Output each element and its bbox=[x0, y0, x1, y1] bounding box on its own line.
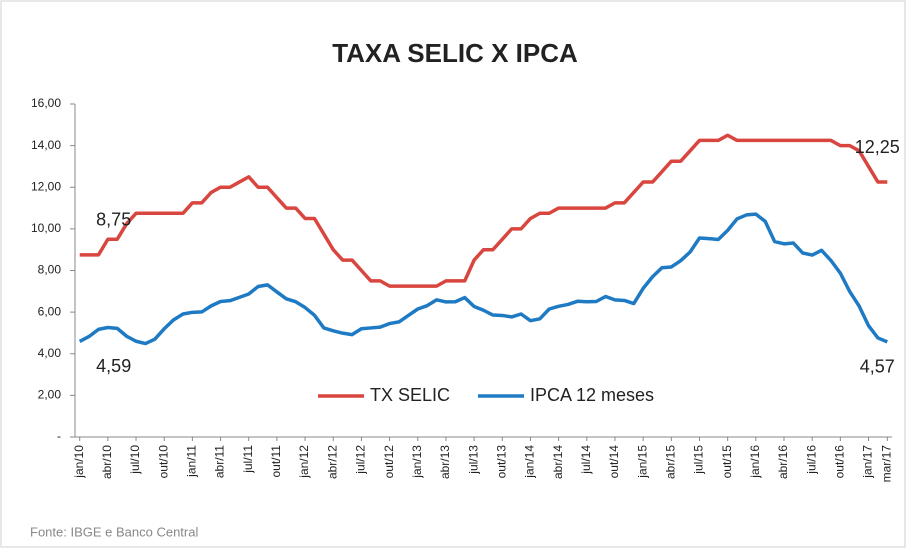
x-tick-label: out/13 bbox=[494, 445, 508, 479]
y-tick-label: - bbox=[57, 429, 61, 443]
y-tick-label: 16,00 bbox=[31, 96, 61, 110]
x-tick-label: abr/14 bbox=[551, 445, 565, 479]
y-tick-label: 10,00 bbox=[31, 221, 61, 235]
x-tick-label: jan/16 bbox=[748, 445, 762, 479]
x-tick-label: jul/12 bbox=[354, 445, 368, 475]
y-tick-label: 14,00 bbox=[31, 138, 61, 152]
legend-label: IPCA 12 meses bbox=[530, 385, 654, 405]
y-tick-label: 4,00 bbox=[38, 346, 62, 360]
x-tick-label: jan/11 bbox=[185, 445, 199, 478]
x-tick-label: out/14 bbox=[607, 445, 621, 479]
x-tick-label: abr/12 bbox=[325, 445, 339, 479]
x-tick-label: jul/13 bbox=[466, 445, 480, 475]
x-tick-label: abr/13 bbox=[438, 445, 452, 479]
x-tick-label: jul/10 bbox=[128, 445, 142, 475]
data-label: 8,75 bbox=[96, 210, 131, 230]
x-tick-label: jan/10 bbox=[72, 445, 86, 479]
source: Fonte: IBGE e Banco Central bbox=[30, 524, 198, 539]
x-tick-label: jul/14 bbox=[579, 445, 593, 475]
x-tick-label: jan/17 bbox=[861, 445, 875, 479]
y-tick-label: 2,00 bbox=[38, 388, 62, 402]
legend-label: TX SELIC bbox=[370, 385, 450, 405]
x-tick-label: jul/16 bbox=[804, 445, 818, 475]
x-tick-label: jul/15 bbox=[692, 445, 706, 475]
x-tick-label: out/16 bbox=[833, 445, 847, 479]
x-tick-label: jul/11 bbox=[241, 445, 255, 474]
x-tick-label: jan/15 bbox=[635, 445, 649, 479]
x-tick-label: mar/17 bbox=[879, 445, 893, 483]
series-line bbox=[78, 212, 888, 346]
data-label: 4,57 bbox=[860, 357, 895, 377]
y-tick-label: 6,00 bbox=[38, 304, 62, 318]
x-tick-label: abr/16 bbox=[776, 445, 790, 479]
x-tick-label: jan/12 bbox=[297, 445, 311, 479]
x-tick-label: out/11 bbox=[269, 445, 283, 478]
series-line bbox=[79, 133, 888, 288]
y-tick-label: 8,00 bbox=[38, 263, 62, 277]
x-tick-label: out/15 bbox=[720, 445, 734, 479]
x-tick-label: jan/13 bbox=[410, 445, 424, 479]
data-label: 12,25 bbox=[855, 137, 900, 157]
x-tick-label: abr/15 bbox=[663, 445, 677, 479]
x-tick-label: out/10 bbox=[156, 445, 170, 479]
x-tick-label: abr/10 bbox=[100, 445, 114, 479]
x-tick-label: jan/14 bbox=[523, 445, 537, 479]
data-label: 4,59 bbox=[96, 356, 131, 376]
chart-title: TAXA SELIC X IPCA bbox=[332, 38, 578, 68]
x-tick-label: abr/11 bbox=[213, 445, 227, 478]
x-tick-label: out/12 bbox=[382, 445, 396, 479]
y-tick-label: 12,00 bbox=[31, 179, 61, 193]
